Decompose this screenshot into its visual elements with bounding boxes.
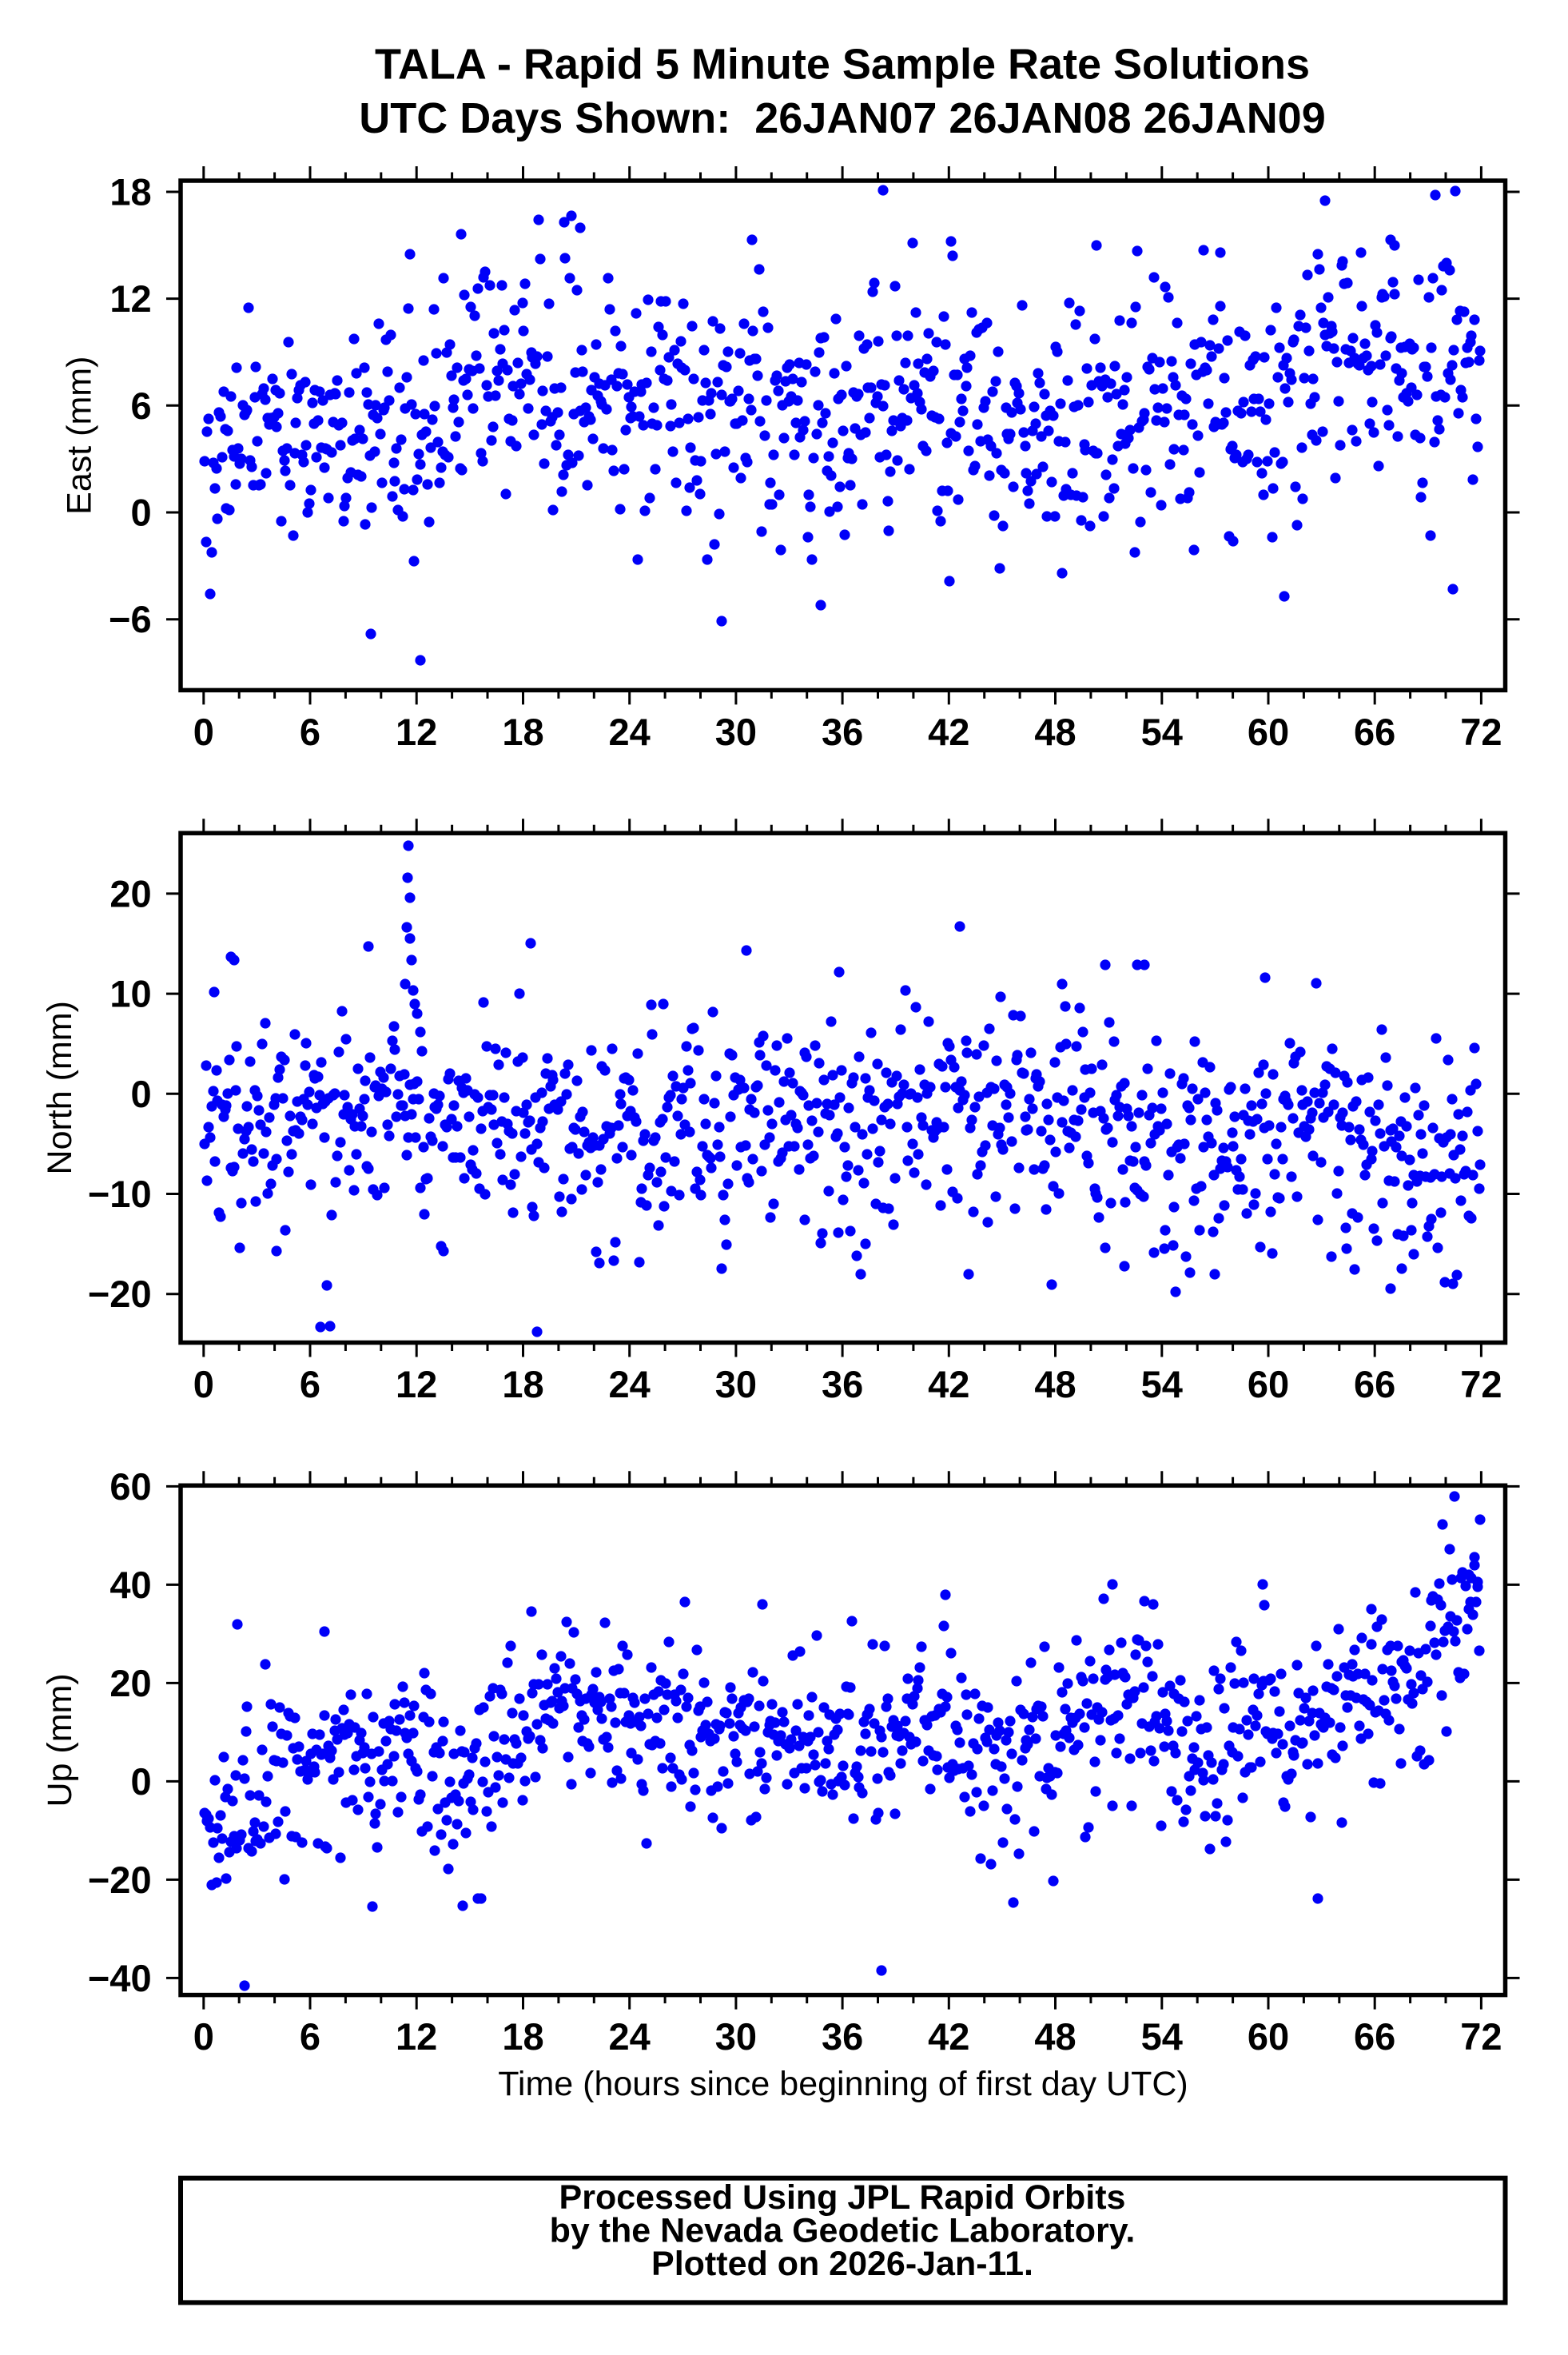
svg-text:20: 20 bbox=[109, 872, 151, 915]
svg-text:6: 6 bbox=[300, 2015, 320, 2058]
svg-text:12: 12 bbox=[396, 1363, 437, 1405]
svg-text:54: 54 bbox=[1141, 2015, 1183, 2058]
svg-text:36: 36 bbox=[822, 1363, 863, 1405]
svg-text:72: 72 bbox=[1460, 1363, 1502, 1405]
svg-text:East (mm): East (mm) bbox=[61, 357, 99, 515]
svg-text:54: 54 bbox=[1141, 1363, 1183, 1405]
svg-text:18: 18 bbox=[109, 171, 151, 213]
svg-text:42: 42 bbox=[928, 1363, 969, 1405]
svg-text:12: 12 bbox=[396, 711, 437, 753]
svg-text:0: 0 bbox=[193, 1363, 214, 1405]
svg-text:42: 42 bbox=[928, 711, 969, 753]
svg-text:North (mm): North (mm) bbox=[41, 1001, 79, 1174]
svg-text:72: 72 bbox=[1460, 2015, 1502, 2058]
svg-text:0: 0 bbox=[193, 2015, 214, 2058]
svg-text:30: 30 bbox=[715, 2015, 757, 2058]
svg-text:TALA - Rapid 5 Minute Sample R: TALA - Rapid 5 Minute Sample Rate Soluti… bbox=[375, 41, 1310, 89]
svg-text:36: 36 bbox=[822, 2015, 863, 2058]
svg-text:42: 42 bbox=[928, 2015, 969, 2058]
svg-text:66: 66 bbox=[1354, 711, 1395, 753]
svg-text:30: 30 bbox=[715, 711, 757, 753]
svg-text:24: 24 bbox=[609, 711, 651, 753]
svg-text:Time (hours since beginning of: Time (hours since beginning of first day… bbox=[498, 2065, 1188, 2103]
svg-text:60: 60 bbox=[109, 1465, 151, 1508]
svg-text:60: 60 bbox=[1248, 711, 1289, 753]
svg-text:60: 60 bbox=[1248, 2015, 1289, 2058]
svg-text:by the Nevada Geodetic Laborat: by the Nevada Geodetic Laboratory. bbox=[550, 2212, 1136, 2250]
svg-text:−6: −6 bbox=[109, 598, 152, 640]
svg-text:0: 0 bbox=[130, 1073, 151, 1115]
svg-text:6: 6 bbox=[130, 385, 151, 427]
svg-text:48: 48 bbox=[1034, 2015, 1076, 2058]
svg-text:18: 18 bbox=[502, 2015, 543, 2058]
svg-text:40: 40 bbox=[109, 1564, 151, 1606]
svg-text:36: 36 bbox=[822, 711, 863, 753]
svg-text:0: 0 bbox=[130, 492, 151, 534]
svg-text:Processed Using JPL Rapid Orbi: Processed Using JPL Rapid Orbits bbox=[559, 2178, 1126, 2217]
svg-text:12: 12 bbox=[396, 2015, 437, 2058]
svg-text:12: 12 bbox=[109, 277, 151, 320]
svg-text:−10: −10 bbox=[88, 1173, 152, 1215]
svg-text:18: 18 bbox=[502, 711, 543, 753]
svg-text:−40: −40 bbox=[88, 1957, 152, 1999]
svg-text:0: 0 bbox=[193, 711, 214, 753]
svg-text:18: 18 bbox=[502, 1363, 543, 1405]
svg-text:6: 6 bbox=[300, 711, 320, 753]
svg-text:10: 10 bbox=[109, 973, 151, 1015]
svg-text:60: 60 bbox=[1248, 1363, 1289, 1405]
svg-text:54: 54 bbox=[1141, 711, 1183, 753]
svg-text:24: 24 bbox=[609, 2015, 651, 2058]
svg-text:72: 72 bbox=[1460, 711, 1502, 753]
svg-text:0: 0 bbox=[130, 1760, 151, 1803]
svg-text:−20: −20 bbox=[88, 1859, 152, 1901]
svg-text:Plotted on 2026-Jan-11.: Plotted on 2026-Jan-11. bbox=[651, 2245, 1033, 2283]
svg-text:Up (mm): Up (mm) bbox=[41, 1673, 79, 1807]
svg-text:48: 48 bbox=[1034, 1363, 1076, 1405]
svg-text:48: 48 bbox=[1034, 711, 1076, 753]
svg-text:66: 66 bbox=[1354, 2015, 1395, 2058]
svg-text:24: 24 bbox=[609, 1363, 651, 1405]
svg-text:−20: −20 bbox=[88, 1273, 152, 1315]
svg-text:6: 6 bbox=[300, 1363, 320, 1405]
svg-text:66: 66 bbox=[1354, 1363, 1395, 1405]
svg-text:UTC Days Shown: 26JAN07 26JAN: UTC Days Shown: 26JAN07 26JAN08 26JAN09 bbox=[359, 94, 1326, 142]
svg-text:20: 20 bbox=[109, 1662, 151, 1704]
svg-text:30: 30 bbox=[715, 1363, 757, 1405]
